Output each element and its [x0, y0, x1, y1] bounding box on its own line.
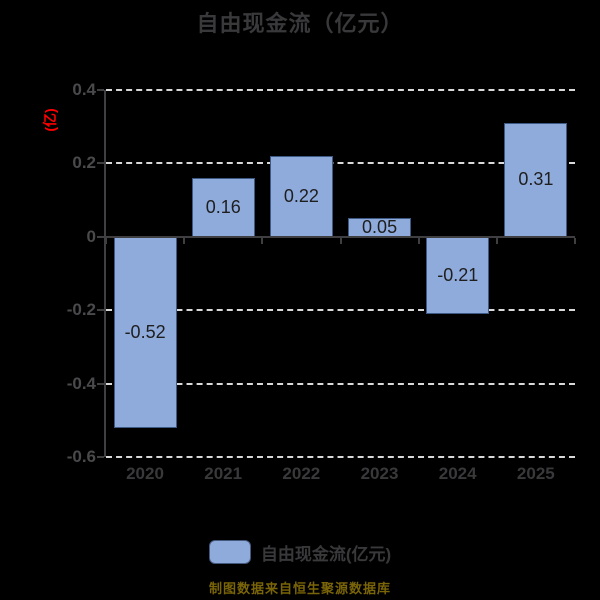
y-tick-label--0.6: -0.6: [66, 447, 96, 466]
x-category-label-2022: 2022: [282, 464, 321, 483]
legend-label: 自由现金流(亿元): [260, 544, 392, 564]
x-category-label-2024: 2024: [438, 464, 477, 483]
y-tick-label-0.4: 0.4: [72, 80, 96, 99]
gridline-0.2: [106, 162, 575, 165]
y-tick-label-0.2: 0.2: [72, 153, 96, 173]
y-tick-label--0.2: -0.2: [66, 300, 96, 320]
y-tick-label--0.4: -0.4: [66, 373, 96, 393]
gridline--0.2: [106, 309, 575, 312]
x-axis-tick: [417, 237, 420, 244]
x-axis-tick: [495, 237, 498, 244]
y-axis-tick: [97, 162, 104, 165]
x-axis-line: [106, 235, 575, 238]
x-axis-tick: [261, 237, 264, 244]
y-axis-tick: [97, 382, 104, 385]
bar-2021: 0.16: [191, 178, 255, 237]
gridline-0.4: [106, 89, 575, 91]
plot-area: -0.52 2020 0.16 2021 0.22 2022 0.05 2023 -0.21 20…: [97, 89, 576, 483]
x-category-label-2020: 2020: [126, 464, 164, 483]
legend-swatch-icon: [208, 540, 251, 564]
y-tick-label-0: 0: [86, 226, 96, 246]
x-axis-tick: [105, 237, 107, 244]
bar-2024: -0.21: [426, 236, 490, 314]
bar-2022: 0.22: [269, 156, 333, 237]
bar-value-label-2020: -0.52: [124, 321, 166, 342]
y-axis-tick: [97, 89, 104, 91]
bar-value-label-2023: 0.05: [362, 217, 398, 238]
x-axis-tick: [574, 237, 576, 244]
bar-2023: 0.05: [348, 217, 412, 238]
y-axis-tick: [97, 235, 104, 238]
x-category-label-2025: 2025: [516, 464, 555, 483]
footer-note: 制图数据来自恒生聚源数据库: [208, 581, 391, 596]
y-axis-tick: [97, 309, 104, 312]
legend: 自由现金流(亿元): [0, 538, 600, 566]
gridline--0.4: [106, 382, 575, 385]
y-axis-name: (亿): [42, 108, 58, 132]
x-category-label-2021: 2021: [204, 464, 243, 483]
gridline--0.6: [106, 456, 575, 458]
bar-value-label-2021: 0.16: [205, 196, 241, 217]
x-axis-tick: [339, 237, 342, 244]
bar-2025: 0.31: [504, 123, 568, 237]
y-axis-tick: [97, 456, 104, 458]
chart-title: 自由现金流（亿元）: [196, 11, 404, 36]
bar-2020: -0.52: [113, 236, 177, 428]
bar-value-label-2022: 0.22: [283, 185, 319, 206]
y-axis-line: [104, 90, 106, 457]
x-category-label-2023: 2023: [360, 464, 399, 483]
x-axis-tick: [183, 237, 186, 244]
bar-value-label-2024: -0.21: [437, 264, 479, 285]
bar-value-label-2025: 0.31: [518, 169, 554, 190]
